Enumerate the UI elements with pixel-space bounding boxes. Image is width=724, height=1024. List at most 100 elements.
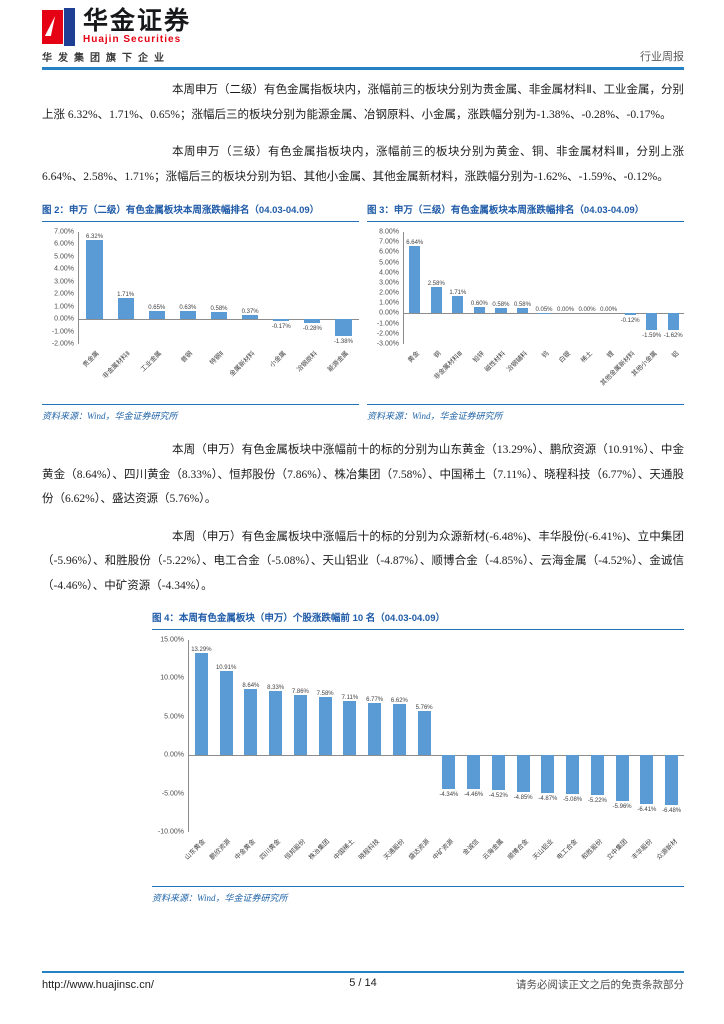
logo-blue-block — [64, 8, 75, 46]
bar-value-label: -4.46% — [464, 792, 484, 799]
x-category-label: 鹏欣资源 — [208, 838, 233, 862]
bar — [516, 755, 530, 793]
bar-value-label: 0.05% — [535, 306, 553, 313]
y-tick-label: 0.00% — [54, 315, 74, 323]
bar — [194, 653, 208, 756]
bar-value-label: 8.64% — [242, 682, 260, 689]
logo-red-block — [42, 10, 63, 44]
figure-2-title: 图 2：申万（二级）有色金属板块本周涨跌幅排名（04.03-04.09） — [42, 204, 359, 222]
x-category-label: 中国稀土 — [332, 838, 357, 862]
x-category-label: 中金黄金 — [233, 838, 258, 862]
brand-subtitle: 华发集团旗下企业 — [42, 53, 170, 64]
bar — [430, 287, 442, 314]
x-category-label: 工业金属 — [139, 350, 164, 374]
x-category-label: 立中集团 — [605, 838, 630, 862]
bar — [442, 755, 456, 789]
y-axis: 15.00% 10.00% 5.00% 0.00% -5.00% -10.00% — [152, 637, 188, 836]
x-category-label: 晓程科技 — [357, 838, 382, 862]
zero-axis-line — [79, 319, 359, 321]
bar-value-label: 7.58% — [316, 690, 334, 697]
y-tick-label: -3.00% — [376, 340, 399, 348]
bar-value-label: -4.85% — [513, 795, 533, 802]
bar-value-label: 0.58% — [210, 305, 228, 312]
bar-value-label: 5.76% — [415, 704, 433, 711]
x-category-label: 电工合金 — [556, 838, 580, 862]
bar-value-label: -6.48% — [662, 807, 682, 814]
bar-value-label: 8.33% — [267, 685, 285, 692]
y-tick-label: 4.00% — [54, 265, 74, 273]
paragraph-sw-level2: 本周申万（二级）有色金属指板块内，涨幅前三的板块分别为贵金属、非金属材料Ⅱ、工业… — [42, 84, 684, 121]
x-category-label: 小金属 — [269, 350, 289, 369]
y-tick-label: -10.00% — [157, 828, 184, 836]
y-tick-label: 7.00% — [379, 238, 399, 246]
huajin-logo-icon — [42, 8, 76, 46]
y-tick-label: 5.00% — [164, 713, 184, 721]
bar — [304, 319, 321, 323]
x-category-label: 磁性材料 — [484, 350, 508, 374]
bar — [219, 671, 233, 756]
company-url-link[interactable]: http://www.huajinsc.cn/ — [42, 979, 154, 991]
brand-name-en: Huajin Securities — [83, 34, 182, 45]
bar-value-label: -4.52% — [488, 792, 508, 799]
bar — [541, 755, 555, 793]
y-axis: 8.00% 7.00% 6.00% 5.00% 4.00% 3.00% 2.00% 1.00%… — [367, 228, 403, 348]
zero-axis-line — [404, 313, 684, 315]
bar-value-label: -1.38% — [333, 339, 353, 346]
x-category-label: 普钢 — [180, 350, 195, 365]
bar — [667, 313, 679, 330]
x-axis-labels: 贵金属 非金属材料Ⅱ 工业金属 普钢 特钢Ⅱ 金属新材料 小金属 冶钢原料 能源金属 — [78, 344, 359, 402]
bar — [148, 311, 165, 320]
x-axis-labels: 黄金铜非金属材料Ⅲ 铅锌 磁性材料 冶钢辅料钨白银 稀土锂其他金属新材料 其他小金属铝 — [403, 344, 684, 402]
y-axis: 7.00% 6.00% 5.00% 4.00% 3.00% 2.00% 1.00% 0.00%… — [42, 229, 78, 348]
zero-axis-line — [189, 755, 684, 757]
y-tick-label: 8.00% — [379, 228, 399, 236]
y-tick-label: 5.00% — [379, 259, 399, 267]
figure-4-title: 图 4：本周有色金属板块（申万）个股涨跌幅前 10 名（04.03-04.09） — [152, 612, 684, 630]
y-tick-label: 6.00% — [54, 240, 74, 248]
bar-value-label: 6.32% — [86, 234, 104, 241]
x-category-label: 云海金属 — [481, 838, 506, 862]
y-tick-label: 6.00% — [379, 248, 399, 256]
bar — [117, 297, 134, 320]
bar-value-label: 0.58% — [492, 301, 510, 308]
x-category-label: 众源新材 — [655, 838, 679, 862]
y-tick-label: 2.00% — [379, 289, 399, 297]
y-tick-label: 1.00% — [54, 303, 74, 311]
bar-value-label: -0.28% — [302, 325, 322, 332]
bar-value-label: 13.29% — [191, 647, 212, 654]
x-category-label: 盛达资源 — [407, 838, 431, 862]
x-category-label: 金属新材料 — [228, 350, 257, 379]
bar-value-label: -5.22% — [587, 798, 607, 805]
bar — [210, 311, 228, 320]
bar-value-label: -5.08% — [563, 797, 583, 804]
bar-value-label: 2.58% — [427, 281, 445, 288]
x-category-label: 中矿资源 — [432, 838, 456, 862]
y-tick-label: 3.00% — [379, 279, 399, 287]
bar — [516, 307, 529, 314]
plot-area: 6.64% 2.58% 1.71% 0.60% 0.58% 0.58% 0.05% 0.00%… — [403, 232, 684, 344]
x-category-label: 稀土 — [579, 350, 594, 365]
x-category-label: 贵金属 — [81, 350, 101, 369]
bar — [615, 755, 629, 801]
bar — [242, 314, 259, 320]
x-category-label: 天山铝业 — [531, 838, 555, 862]
bar — [624, 313, 636, 315]
x-category-label: 顺博合金 — [506, 838, 530, 862]
bar-value-label: 10.91% — [215, 665, 237, 672]
bar-value-label: 7.11% — [341, 694, 359, 701]
x-category-label: 钨 — [541, 350, 551, 360]
bar — [86, 240, 103, 320]
bar-value-label: 0.63% — [179, 305, 197, 312]
bar — [495, 307, 507, 314]
x-category-label: 丰华股份 — [630, 838, 654, 862]
bar — [392, 704, 406, 756]
y-tick-label: -1.00% — [51, 328, 74, 336]
bar — [473, 307, 485, 314]
bar-value-label: 0.37% — [241, 308, 259, 315]
bar — [665, 755, 679, 805]
bar — [269, 691, 283, 756]
bar-value-label: -1.59% — [642, 332, 662, 339]
y-tick-label: 4.00% — [379, 269, 399, 277]
disclaimer-text: 请务必阅读正文之后的免责条款部分 — [516, 980, 684, 991]
